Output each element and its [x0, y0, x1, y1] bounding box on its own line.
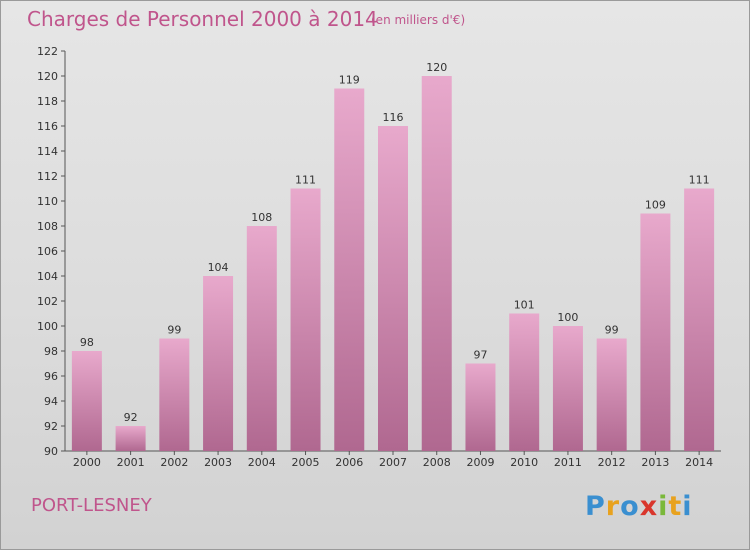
y-tick-label: 98: [44, 345, 58, 358]
data-label-2004: 108: [251, 211, 272, 224]
x-tick-label-2006: 2006: [335, 456, 363, 469]
data-label-2009: 97: [473, 349, 487, 362]
x-tick-label-2003: 2003: [204, 456, 232, 469]
bar-2009: [465, 363, 496, 451]
x-tick-label-2012: 2012: [598, 456, 626, 469]
data-label-2005: 111: [295, 174, 316, 187]
x-tick-label-2007: 2007: [379, 456, 407, 469]
axes: 90 92 94 96 98 100 102 104 106 108 110 112 114 116 118…: [37, 45, 721, 469]
x-tick-label-2014: 2014: [685, 456, 713, 469]
town-name: PORT-LESNEY: [31, 495, 152, 516]
bar-2000: [71, 351, 102, 451]
y-tick-label: 104: [37, 270, 58, 283]
y-tick-label: 114: [37, 145, 58, 158]
bar-2003: [203, 276, 234, 451]
bar-2007: [378, 126, 408, 451]
y-tick-label: 112: [37, 170, 58, 183]
x-tick-label-2002: 2002: [160, 456, 188, 469]
data-label-2001: 92: [124, 411, 138, 424]
bar-2004: [246, 226, 277, 451]
logo-letter: o: [620, 491, 640, 522]
data-label-2007: 116: [383, 111, 404, 124]
proxiti-logo: Proxiti: [585, 491, 693, 522]
data-label-2010: 101: [514, 299, 535, 312]
bar-2008: [421, 76, 452, 451]
bar-2002: [159, 338, 190, 451]
x-tick-label-2013: 2013: [641, 456, 669, 469]
data-label-2013: 109: [645, 199, 666, 212]
bar-2005: [290, 188, 321, 451]
data-label-2006: 119: [339, 74, 360, 87]
data-label-2002: 99: [167, 324, 181, 337]
chart-title: Charges de Personnel 2000 à 2014: [27, 7, 378, 31]
bar-2006: [334, 88, 365, 451]
y-tick-label: 118: [37, 95, 58, 108]
y-tick-label: 102: [37, 295, 58, 308]
bar-2001: [115, 426, 146, 451]
y-tick-label: 110: [37, 195, 58, 208]
y-tick-label: 96: [44, 370, 58, 383]
bar-2014: [684, 188, 715, 451]
y-tick-label: 90: [44, 445, 58, 458]
logo-letter: t: [668, 491, 683, 522]
bar-2012: [596, 338, 627, 451]
x-tick-label-2004: 2004: [248, 456, 276, 469]
x-tick-label-2000: 2000: [73, 456, 101, 469]
y-tick-label: 122: [37, 45, 58, 58]
data-label-2000: 98: [80, 336, 94, 349]
y-tick-label: 94: [44, 395, 58, 408]
logo-letter: P: [585, 491, 606, 522]
x-tick-label-2010: 2010: [510, 456, 538, 469]
data-label-2003: 104: [208, 261, 229, 274]
x-tick-label-2011: 2011: [554, 456, 582, 469]
bar-2010: [509, 313, 540, 451]
y-tick-label: 100: [37, 320, 58, 333]
y-tick-label: 120: [37, 70, 58, 83]
data-label-2012: 99: [605, 324, 619, 337]
data-label-2014: 111: [689, 174, 710, 187]
data-label-2008: 120: [426, 61, 447, 74]
logo-letter: i: [658, 491, 669, 522]
x-tick-label-2008: 2008: [423, 456, 451, 469]
x-tick-label-2009: 2009: [466, 456, 494, 469]
logo-letter: x: [639, 491, 659, 522]
bars: 98 92 99 104 108 111 119 116 120 97 101 100 99 109 111: [71, 61, 715, 451]
y-tick-label: 108: [37, 220, 58, 233]
data-label-2011: 100: [557, 311, 578, 324]
y-tick-label: 92: [44, 420, 58, 433]
logo-letter: r: [605, 491, 621, 522]
logo-letter: i: [682, 491, 693, 522]
x-tick-label-2001: 2001: [117, 456, 145, 469]
y-tick-label: 106: [37, 245, 58, 258]
x-tick-label-2005: 2005: [292, 456, 320, 469]
bar-2011: [552, 326, 583, 451]
bar-2013: [640, 213, 671, 451]
y-tick-label: 116: [37, 120, 58, 133]
chart-subtitle: (en milliers d'€): [371, 13, 466, 27]
